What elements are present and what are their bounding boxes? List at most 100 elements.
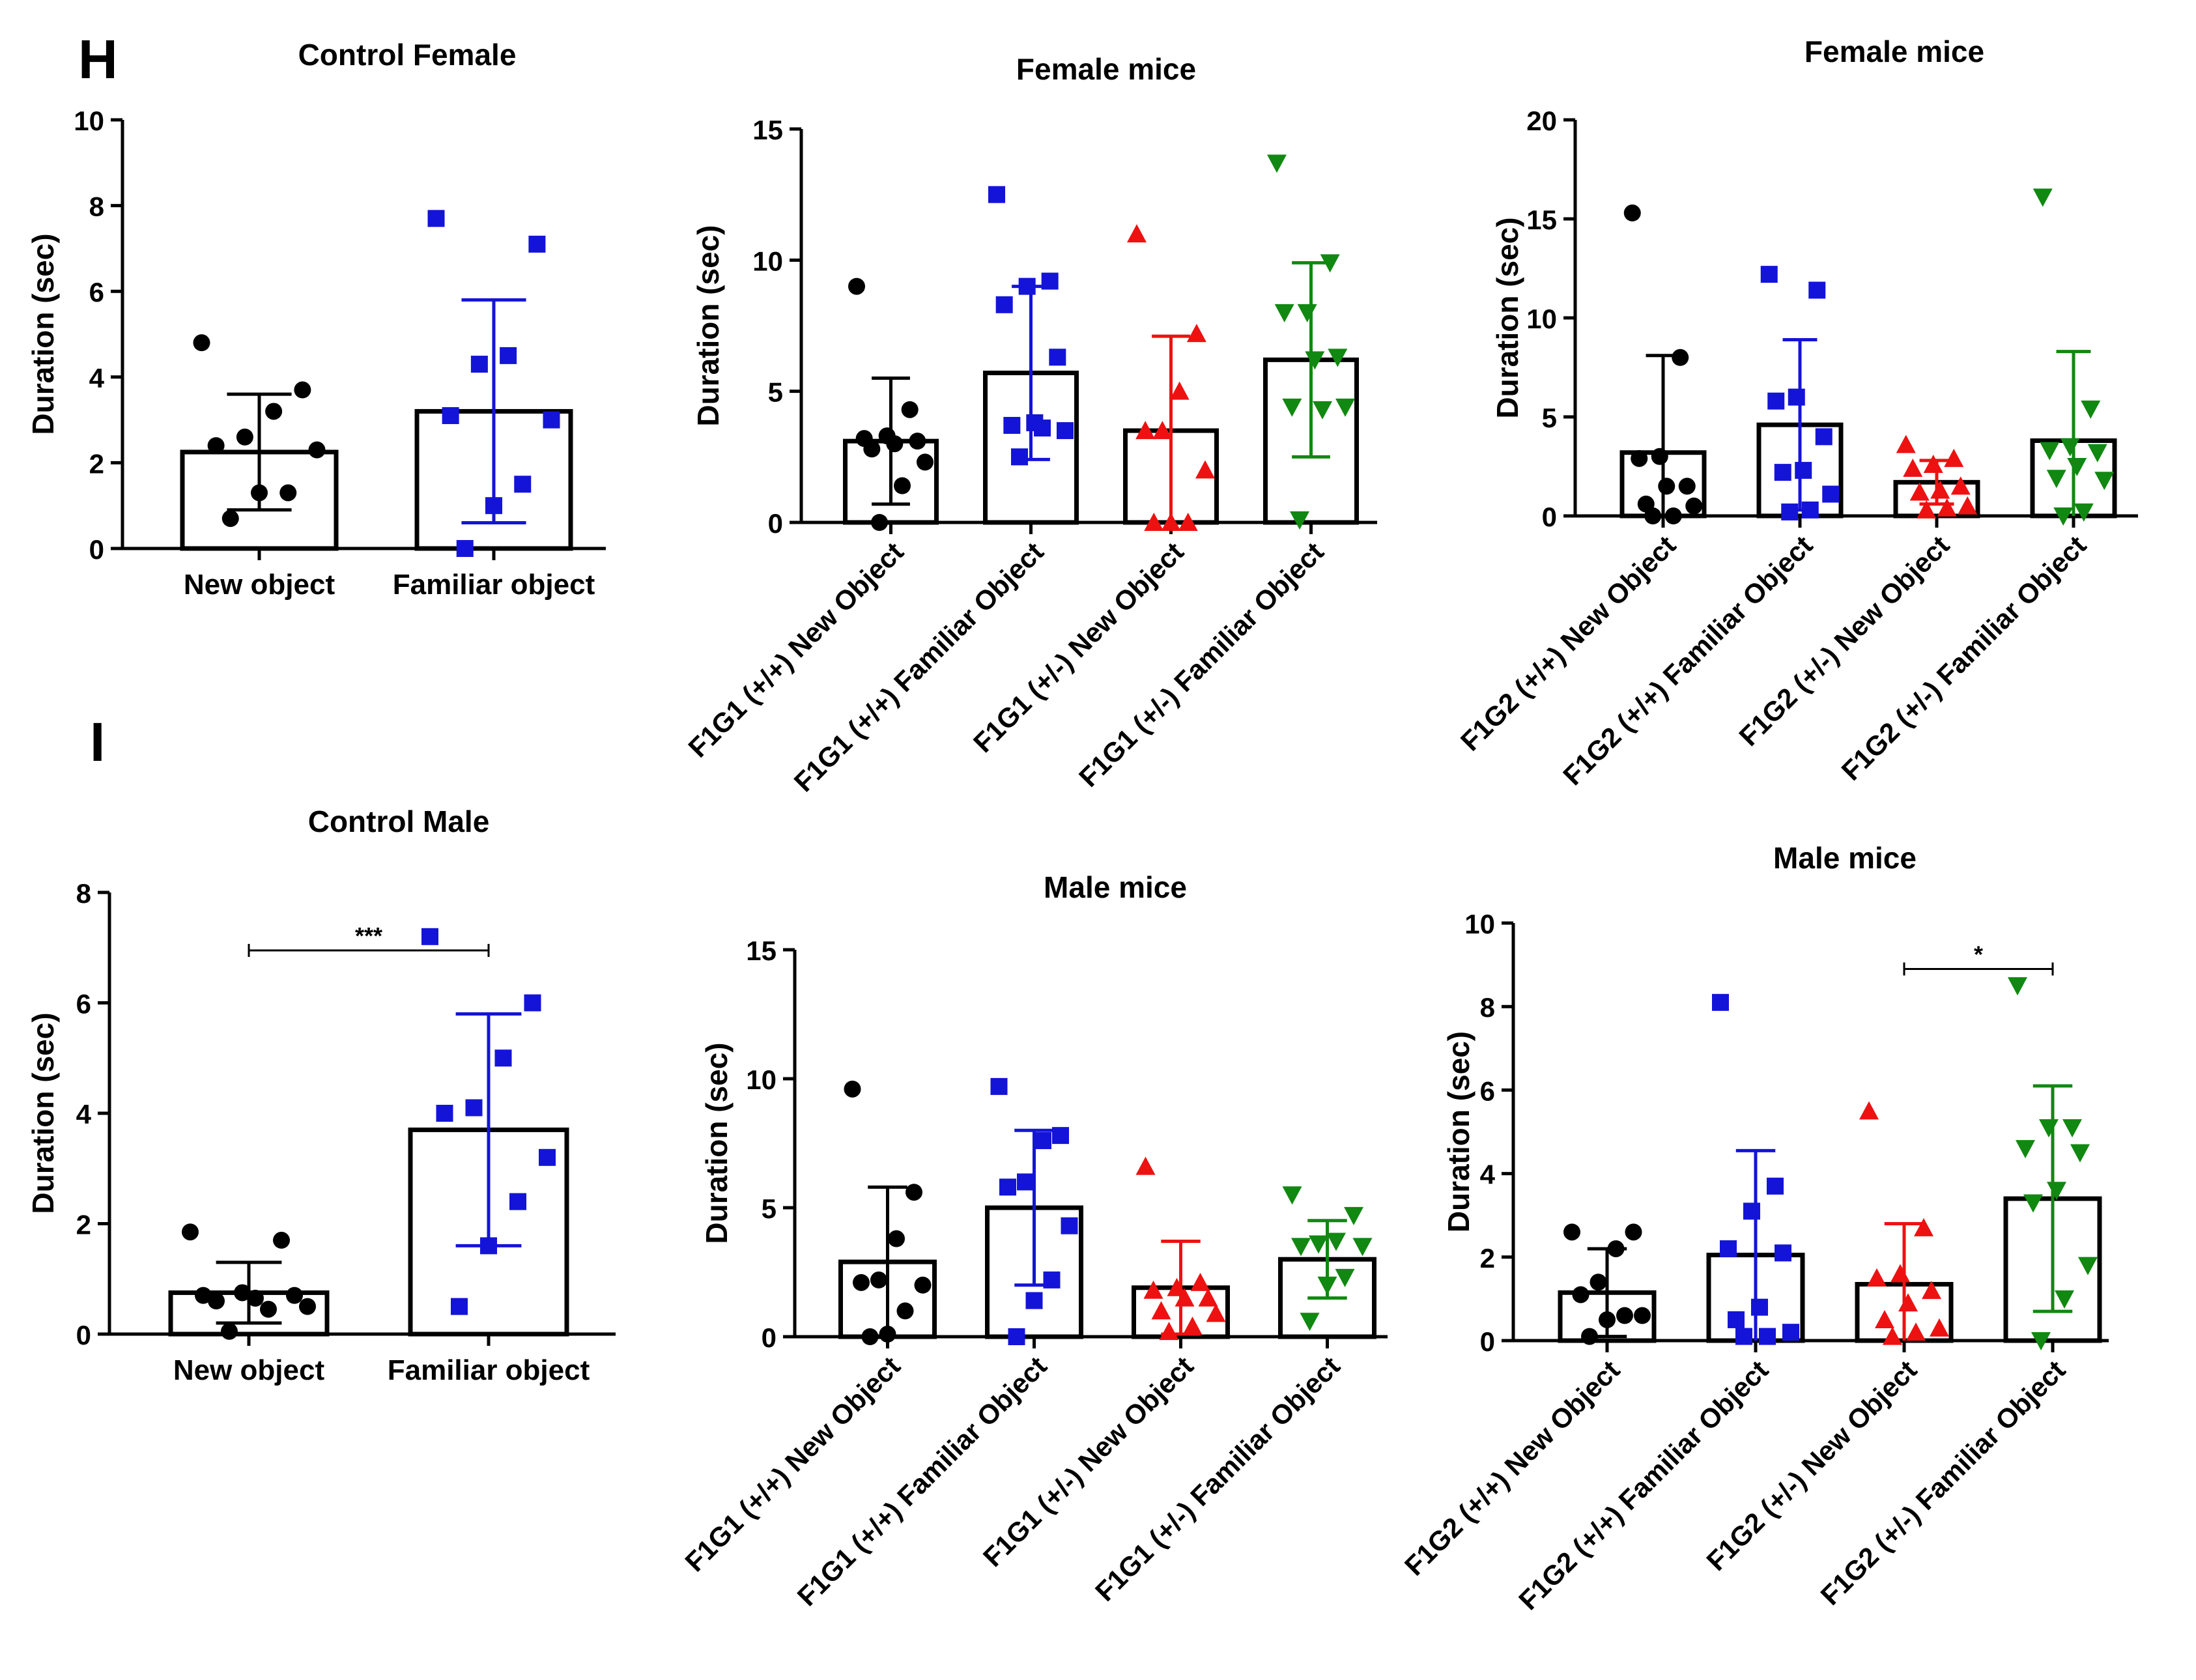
data-point (195, 1287, 212, 1304)
y-tick-label: 6 (76, 989, 91, 1019)
data-point (2078, 1257, 2098, 1275)
y-tick-label: 0 (762, 1322, 777, 1353)
y-tick-label: 15 (746, 935, 777, 966)
data-point (853, 1274, 870, 1291)
data-point (1290, 511, 1309, 530)
y-tick-label: 0 (1542, 502, 1557, 532)
data-point (1685, 497, 1703, 515)
y-tick-label: 10 (746, 1064, 777, 1095)
y-axis-label: Duration (sec) (1490, 217, 1524, 418)
data-point (509, 1193, 526, 1210)
data-point (1909, 482, 1930, 501)
data-point (844, 1080, 861, 1098)
data-point (1678, 477, 1696, 495)
data-point (456, 540, 474, 557)
data-point (299, 1298, 316, 1315)
data-point (1903, 459, 1923, 477)
y-tick-label: 5 (1542, 403, 1557, 433)
data-point (1300, 1313, 1320, 1331)
data-point (1664, 507, 1682, 524)
data-point (279, 484, 297, 502)
data-point (1859, 1101, 1879, 1120)
y-tick-label: 5 (762, 1193, 777, 1224)
y-tick-label: 8 (89, 192, 104, 222)
data-point (1034, 420, 1051, 437)
data-point (427, 210, 445, 227)
significance-label: *** (355, 922, 382, 949)
y-tick-label: 0 (1480, 1326, 1495, 1357)
y-tick-label: 10 (1526, 304, 1557, 334)
data-point (917, 453, 934, 471)
data-point (1011, 448, 1028, 466)
data-point (1658, 477, 1676, 495)
data-point (442, 407, 459, 425)
data-point (294, 381, 311, 399)
data-point (494, 1049, 512, 1067)
y-tick-label: 2 (1480, 1243, 1495, 1274)
data-point (1917, 500, 1937, 519)
data-point (2046, 470, 2066, 489)
series-f1g2-familiar-object: F1G2 (+/+) Familiar Object (1557, 266, 1844, 791)
data-point (1795, 462, 1812, 479)
chart-title: Female mice (1804, 35, 1984, 68)
data-point (1590, 1274, 1607, 1291)
data-point (1781, 503, 1799, 520)
panel-letter-i: I (90, 711, 105, 773)
data-point (421, 928, 438, 945)
x-category-label: F1G1 (+/-) Familiar Object (1073, 536, 1330, 793)
data-point (988, 186, 1005, 203)
significance-label: * (1974, 941, 1983, 968)
data-point (1003, 417, 1021, 434)
data-point (2039, 1119, 2059, 1138)
data-point (2070, 1144, 2090, 1163)
data-point (234, 1284, 251, 1302)
data-point (1572, 1286, 1590, 1303)
data-point (1922, 1281, 1941, 1300)
data-point (182, 1223, 199, 1241)
y-axis-label: Duration (sec) (700, 1042, 734, 1244)
data-point (1728, 1311, 1745, 1328)
data-point (2032, 188, 2053, 207)
x-category-label: Familiar object (388, 1354, 590, 1386)
data-point (901, 401, 919, 418)
chart-title: Control Male (308, 804, 490, 838)
data-point (1890, 1264, 1910, 1283)
data-point (2062, 1119, 2082, 1138)
data-point (465, 1099, 483, 1117)
data-point (1291, 1238, 1311, 1257)
data-point (1808, 281, 1826, 299)
y-tick-label: 4 (89, 363, 105, 393)
data-point (861, 1328, 879, 1345)
data-point (1143, 1280, 1163, 1299)
data-point (1782, 1324, 1799, 1341)
data-point (1190, 1272, 1210, 1291)
data-point (1822, 485, 1840, 503)
data-point (539, 1148, 556, 1166)
y-tick-label: 5 (768, 377, 783, 408)
data-point (528, 235, 546, 253)
data-point (863, 440, 881, 458)
data-point (273, 1231, 290, 1249)
data-point (1788, 388, 1805, 406)
data-point (1282, 398, 1302, 417)
data-point (1282, 1186, 1302, 1205)
data-point (207, 437, 225, 455)
data-point (2087, 444, 2107, 463)
data-point (1144, 513, 1164, 531)
data-point (1651, 448, 1668, 465)
y-tick-label: 0 (768, 508, 783, 539)
y-tick-label: 0 (89, 534, 104, 565)
x-category-label: F1G2 (+/-) Familiar Object (1836, 530, 2092, 786)
x-category-label: F1G1 (+/+) Familiar Object (791, 1350, 1053, 1612)
data-point (1186, 324, 1206, 343)
data-point (436, 1105, 453, 1122)
data-point (1328, 349, 1348, 367)
data-point (1049, 349, 1066, 366)
data-point (1309, 1235, 1328, 1254)
data-point (2074, 503, 2094, 522)
y-axis-label: Duration (sec) (26, 233, 60, 434)
data-point (1182, 1317, 1203, 1335)
series-new-object: New object (168, 1223, 330, 1386)
data-point (1720, 1240, 1737, 1257)
